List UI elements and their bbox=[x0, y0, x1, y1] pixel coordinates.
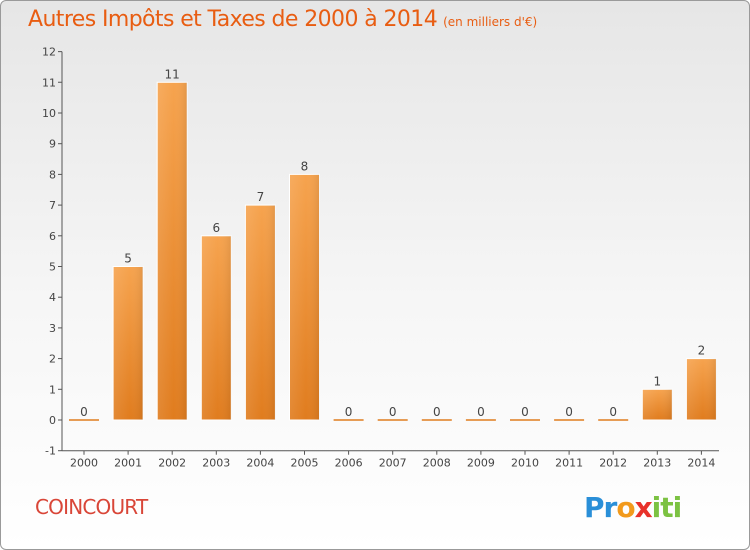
x-tick-label: 2009 bbox=[467, 457, 495, 470]
y-tick-label: 2 bbox=[49, 353, 56, 366]
bar-value-label: 7 bbox=[257, 190, 265, 204]
x-tick-label: 2011 bbox=[555, 457, 583, 470]
x-tick-label: 2004 bbox=[246, 457, 274, 470]
y-tick-label: 12 bbox=[42, 46, 56, 59]
bar-value-label: 0 bbox=[433, 405, 441, 419]
bar-value-label: 0 bbox=[521, 405, 529, 419]
x-tick-label: 2010 bbox=[511, 457, 539, 470]
x-tick-label: 2014 bbox=[687, 457, 715, 470]
y-tick-label: 4 bbox=[49, 291, 56, 304]
bar-shade bbox=[686, 358, 717, 420]
bar-shade bbox=[289, 174, 320, 420]
bar-value-label: 0 bbox=[345, 405, 353, 419]
chart-subtitle: (en milliers d'€) bbox=[443, 15, 538, 29]
chart-title-text: Autres Impôts et Taxes de 2000 à 2014 bbox=[28, 7, 438, 32]
x-tick-label: 2005 bbox=[291, 457, 319, 470]
bar-shade bbox=[642, 389, 673, 420]
bars bbox=[69, 81, 717, 421]
bar-value-label: 1 bbox=[653, 374, 661, 388]
x-tick-label: 2008 bbox=[423, 457, 451, 470]
bar-value-label: 0 bbox=[565, 405, 573, 419]
x-tick-label: 2000 bbox=[70, 457, 98, 470]
y-tick-label: 9 bbox=[49, 138, 56, 151]
bar-value-label: 11 bbox=[165, 67, 180, 81]
x-tick-label: 2007 bbox=[379, 457, 407, 470]
y-tick-label: 0 bbox=[49, 414, 56, 427]
proxiti-logo: Proxiti bbox=[584, 491, 682, 524]
y-tick-label: 1 bbox=[49, 383, 56, 396]
y-tick-label: 3 bbox=[49, 322, 56, 335]
bar-value-label: 0 bbox=[80, 405, 88, 419]
bar-value-label: 0 bbox=[389, 405, 397, 419]
bar-value-label: 6 bbox=[212, 221, 220, 235]
y-tick-label: 5 bbox=[49, 261, 56, 274]
bar-value-label: 0 bbox=[477, 405, 485, 419]
bar-labels: 0 5 11 6 7 8 0 0 0 0 0 0 0 1 2 bbox=[80, 67, 705, 419]
bar-shade bbox=[245, 205, 276, 420]
y-tick-label: 8 bbox=[49, 168, 56, 181]
bar-shade bbox=[201, 235, 232, 420]
x-tick-label: 2012 bbox=[599, 457, 627, 470]
bar-shade bbox=[157, 82, 188, 421]
x-tick-label: 2013 bbox=[643, 457, 671, 470]
y-tick-label: 10 bbox=[42, 107, 56, 120]
x-tick-label: 2002 bbox=[158, 457, 186, 470]
bar-shade bbox=[113, 266, 144, 420]
y-tick-label: 11 bbox=[42, 76, 56, 89]
commune-name: COINCOURT bbox=[35, 495, 148, 519]
y-tick-label: -1 bbox=[45, 445, 56, 458]
chart-title: Autres Impôts et Taxes de 2000 à 2014 (en… bbox=[28, 7, 537, 32]
x-tick-label: 2006 bbox=[335, 457, 363, 470]
y-tick-label: 7 bbox=[49, 199, 56, 212]
x-tick-label: 2001 bbox=[114, 457, 142, 470]
bar-value-label: 8 bbox=[301, 159, 309, 173]
y-tick-label: 6 bbox=[49, 230, 56, 243]
x-tick-label: 2003 bbox=[202, 457, 230, 470]
bar-value-label: 2 bbox=[698, 344, 706, 358]
bar-value-label: 0 bbox=[609, 405, 617, 419]
bar-value-label: 5 bbox=[124, 252, 132, 266]
